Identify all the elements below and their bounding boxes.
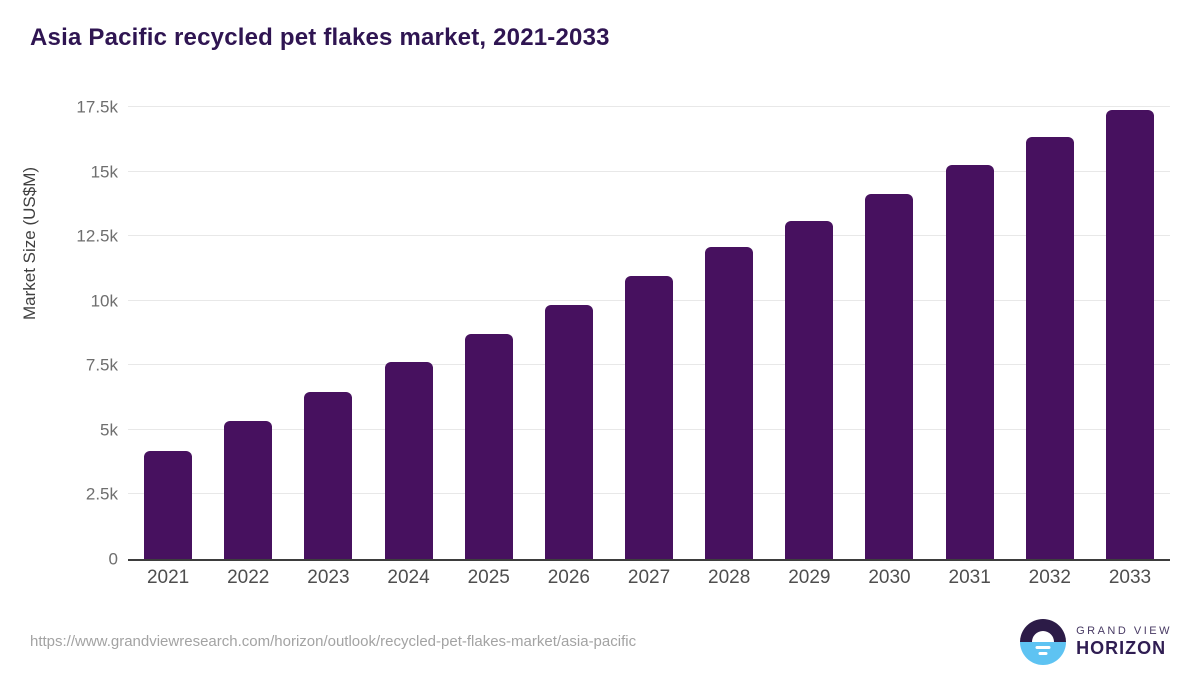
x-tick-label-2026: 2026 — [547, 567, 590, 588]
bar-2022 — [224, 421, 273, 559]
horizon-sun-icon — [1020, 619, 1067, 665]
y-tick-label-7.5k: 7.5k — [85, 355, 118, 375]
bar-2029 — [785, 220, 834, 559]
y-tick-label-15k: 15k — [90, 162, 118, 182]
y-tick-label-0: 0 — [108, 549, 118, 569]
gridline-17.5k — [128, 106, 1170, 107]
x-tick-label-2022: 2022 — [227, 567, 270, 588]
logo-product-name: HORIZON — [1076, 638, 1167, 658]
bar-2033 — [1105, 110, 1154, 559]
bar-2031 — [945, 164, 994, 559]
bars-row — [128, 107, 1170, 559]
y-tick-label-2.5k: 2.5k — [85, 484, 118, 504]
bar-slot-2024 — [368, 107, 448, 559]
bar-2023 — [304, 392, 353, 559]
bar-slot-2032 — [1010, 107, 1090, 559]
y-tick-label-5k: 5k — [100, 420, 118, 440]
logo-text: GRAND VIEW HORIZON — [1076, 625, 1172, 659]
bar-2025 — [464, 333, 513, 559]
bar-2021 — [144, 450, 193, 559]
y-tick-label-17.5k: 17.5k — [76, 97, 118, 117]
x-tick-label-2021: 2021 — [146, 567, 190, 588]
logo-brand-name: GRAND VIEW — [1076, 625, 1172, 637]
bar-slot-2022 — [208, 107, 288, 559]
bar-slot-2028 — [689, 107, 769, 559]
bar-slot-2031 — [930, 107, 1010, 559]
x-axis-tick-labels: 2021 2022 2023 2024 2025 2026 2027 2028 2029 2030… — [128, 567, 1170, 593]
x-tick-label-2032: 2032 — [1028, 567, 1071, 588]
grand-view-horizon-logo: GRAND VIEW HORIZON — [1020, 619, 1172, 665]
plot-area — [128, 106, 1170, 561]
x-tick-label-2023: 2023 — [307, 567, 350, 588]
x-tick-label-2033: 2033 — [1108, 567, 1152, 588]
bar-2027 — [625, 276, 674, 559]
bar-slot-2029 — [769, 107, 849, 559]
x-tick-label-2029: 2029 — [788, 567, 831, 588]
bar-slot-2021 — [128, 107, 208, 559]
bar-slot-2027 — [609, 107, 689, 559]
x-tick-label-2030: 2030 — [868, 567, 911, 588]
bar-2032 — [1025, 137, 1074, 559]
gridline-12.5k — [128, 235, 1170, 237]
bar-slot-2025 — [449, 107, 529, 559]
y-tick-label-12.5k: 12.5k — [76, 226, 118, 246]
bar-2024 — [384, 362, 433, 559]
bar-2030 — [865, 194, 914, 559]
source-url: https://www.grandviewresearch.com/horizo… — [30, 633, 637, 650]
x-tick-label-2028: 2028 — [708, 567, 751, 588]
gridline-15k — [128, 170, 1170, 172]
bar-2028 — [705, 247, 754, 559]
bar-slot-2026 — [529, 107, 609, 559]
y-axis-tick-labels: 0 2.5k 5k 7.5k 10k 12.5k 15k 17.5k — [0, 99, 118, 568]
chart-title: Asia Pacific recycled pet flakes market,… — [30, 24, 610, 51]
x-tick-label-2025: 2025 — [467, 567, 510, 588]
bar-slot-2030 — [849, 107, 929, 559]
y-tick-label-10k: 10k — [90, 291, 118, 311]
x-tick-label-2031: 2031 — [948, 567, 991, 588]
bar-slot-2033 — [1090, 107, 1170, 559]
x-tick-label-2027: 2027 — [627, 567, 671, 588]
x-tick-label-2024: 2024 — [387, 567, 430, 588]
bar-slot-2023 — [288, 107, 368, 559]
bar-2026 — [544, 305, 593, 559]
